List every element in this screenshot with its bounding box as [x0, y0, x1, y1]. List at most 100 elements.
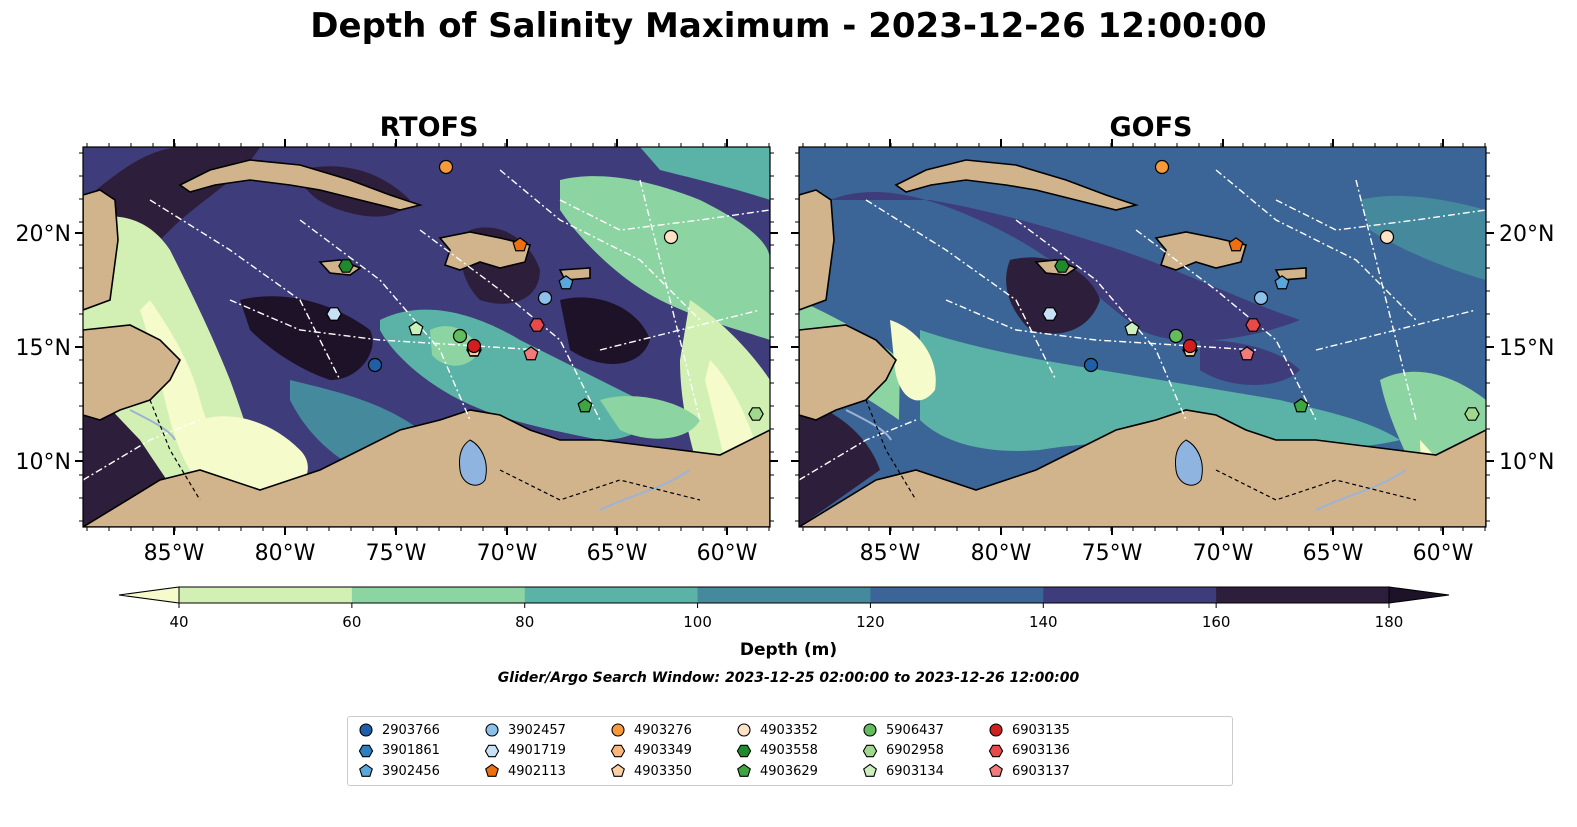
pentagon-marker-icon	[359, 763, 373, 777]
pentagon-marker-icon	[737, 763, 751, 777]
legend-item-4903352: 4903352	[736, 720, 818, 740]
legend-label: 4903558	[760, 743, 818, 758]
colorbar-tick-label: 100	[683, 613, 712, 631]
legend-item-3902456: 3902456	[358, 761, 440, 781]
float-marker-5906437[interactable]	[1168, 328, 1184, 344]
hexagon-marker-icon	[484, 744, 500, 757]
lat-tick-label: 10°N	[16, 450, 71, 475]
legend-label: 4901719	[508, 743, 566, 758]
hexagon-marker-icon	[610, 744, 626, 757]
gofs-land	[799, 159, 1486, 527]
legend-item-4903629: 4903629	[736, 761, 818, 781]
rtofs-eez-lines	[83, 169, 770, 481]
float-marker-3902457[interactable]	[537, 290, 553, 306]
float-marker-4903629[interactable]	[1293, 398, 1309, 413]
legend-item-6902958: 6902958	[862, 741, 944, 761]
float-marker-4903276[interactable]	[1154, 159, 1170, 175]
lon-tick-label: 80°W	[971, 541, 1032, 566]
gofs-map[interactable]	[799, 147, 1486, 527]
rtofs-land	[83, 159, 770, 527]
legend-item-6903134: 6903134	[862, 761, 944, 781]
pentagon-marker-icon	[485, 763, 499, 777]
lon-tick-label: 85°W	[144, 541, 205, 566]
colorbar-bin	[697, 587, 871, 603]
legend-label: 6903137	[1012, 763, 1070, 779]
lon-tick-label: 60°W	[697, 541, 758, 566]
legend-label: 4903352	[760, 722, 818, 738]
float-marker-4903352[interactable]	[663, 229, 679, 245]
colorbar-bin	[1043, 587, 1217, 603]
colorbar-extend-max	[1388, 586, 1450, 604]
float-marker-4901719[interactable]	[1042, 307, 1058, 321]
colorbar-bin	[524, 587, 699, 603]
legend-item-3901861: 3901861	[358, 741, 440, 761]
figure-title: Depth of Salinity Maximum - 2023-12-26 1…	[310, 6, 1267, 46]
float-marker-2903766[interactable]	[367, 357, 383, 373]
legend-item-4902113: 4902113	[484, 761, 566, 781]
search-window-note: Glider/Argo Search Window: 2023-12-25 02…	[497, 670, 1080, 686]
float-marker-4901719[interactable]	[326, 307, 342, 321]
colorbar-label: Depth (m)	[739, 640, 838, 660]
lon-tick-label: 65°W	[587, 541, 648, 566]
legend-item-6903136: 6903136	[988, 741, 1070, 761]
float-marker-3902457[interactable]	[1253, 290, 1269, 306]
float-marker-6903137[interactable]	[523, 346, 539, 361]
legend-label: 5906437	[886, 722, 944, 738]
legend-label: 4903629	[760, 763, 818, 779]
legend-label: 6903136	[1012, 743, 1070, 758]
legend-label: 4903349	[634, 743, 692, 758]
legend-item-2903766: 2903766	[358, 720, 440, 740]
float-marker-5906437[interactable]	[452, 328, 468, 344]
float-marker-6903135[interactable]	[466, 338, 482, 354]
pentagon-marker-icon	[863, 763, 877, 777]
colorbar-frame	[178, 586, 1390, 604]
lat-tick-label: 15°N	[16, 336, 71, 361]
float-marker-6903136[interactable]	[529, 318, 545, 332]
legend-item-4903350: 4903350	[610, 761, 692, 781]
colorbar-bin	[179, 587, 353, 603]
legend-label: 6903134	[886, 763, 944, 779]
legend-item-4901719: 4901719	[484, 741, 566, 761]
float-marker-2903766[interactable]	[1083, 357, 1099, 373]
circle-marker-icon	[863, 723, 877, 737]
float-marker-4903629[interactable]	[577, 398, 593, 413]
float-marker-4902113[interactable]	[1228, 237, 1244, 252]
rtofs-map[interactable]	[83, 147, 770, 527]
rtofs-lake-maracaibo	[459, 439, 487, 486]
float-marker-6902958[interactable]	[748, 407, 764, 421]
legend-label: 4903276	[634, 722, 692, 738]
colorbar-bin	[1216, 587, 1390, 603]
circle-marker-icon	[359, 723, 373, 737]
circle-marker-icon	[611, 723, 625, 737]
colorbar-extend-min	[118, 586, 180, 604]
float-marker-4903276[interactable]	[438, 159, 454, 175]
float-marker-6903134[interactable]	[1124, 321, 1140, 336]
rtofs-rivers	[129, 409, 691, 511]
float-marker-6903137[interactable]	[1239, 346, 1255, 361]
rtofs-coastline-borders	[149, 399, 701, 501]
float-marker-6902958[interactable]	[1464, 407, 1480, 421]
gofs-lake-maracaibo	[1175, 439, 1203, 486]
float-marker-6903136[interactable]	[1245, 318, 1261, 332]
lon-tick-label: 70°W	[477, 541, 538, 566]
float-marker-6903134[interactable]	[408, 321, 424, 336]
legend-item-4903558: 4903558	[736, 741, 818, 761]
float-marker-3902456[interactable]	[1274, 275, 1290, 290]
float-marker-4903558[interactable]	[1054, 259, 1070, 273]
colorbar-tick-label: 180	[1375, 613, 1404, 631]
gofs-rivers	[845, 409, 1407, 511]
lon-tick-label: 80°W	[255, 541, 316, 566]
float-marker-4902113[interactable]	[512, 237, 528, 252]
colorbar-tick-label: 80	[515, 613, 534, 631]
lon-tick-label: 70°W	[1193, 541, 1254, 566]
hexagon-marker-icon	[358, 744, 374, 757]
float-marker-6903135[interactable]	[1182, 338, 1198, 354]
gofs-eez-lines	[799, 169, 1486, 481]
float-marker-4903558[interactable]	[338, 259, 354, 273]
pentagon-marker-icon	[611, 763, 625, 777]
colorbar-bin	[351, 587, 526, 603]
float-marker-4903352[interactable]	[1379, 229, 1395, 245]
lon-tick-label: 65°W	[1303, 541, 1364, 566]
float-marker-3902456[interactable]	[558, 275, 574, 290]
